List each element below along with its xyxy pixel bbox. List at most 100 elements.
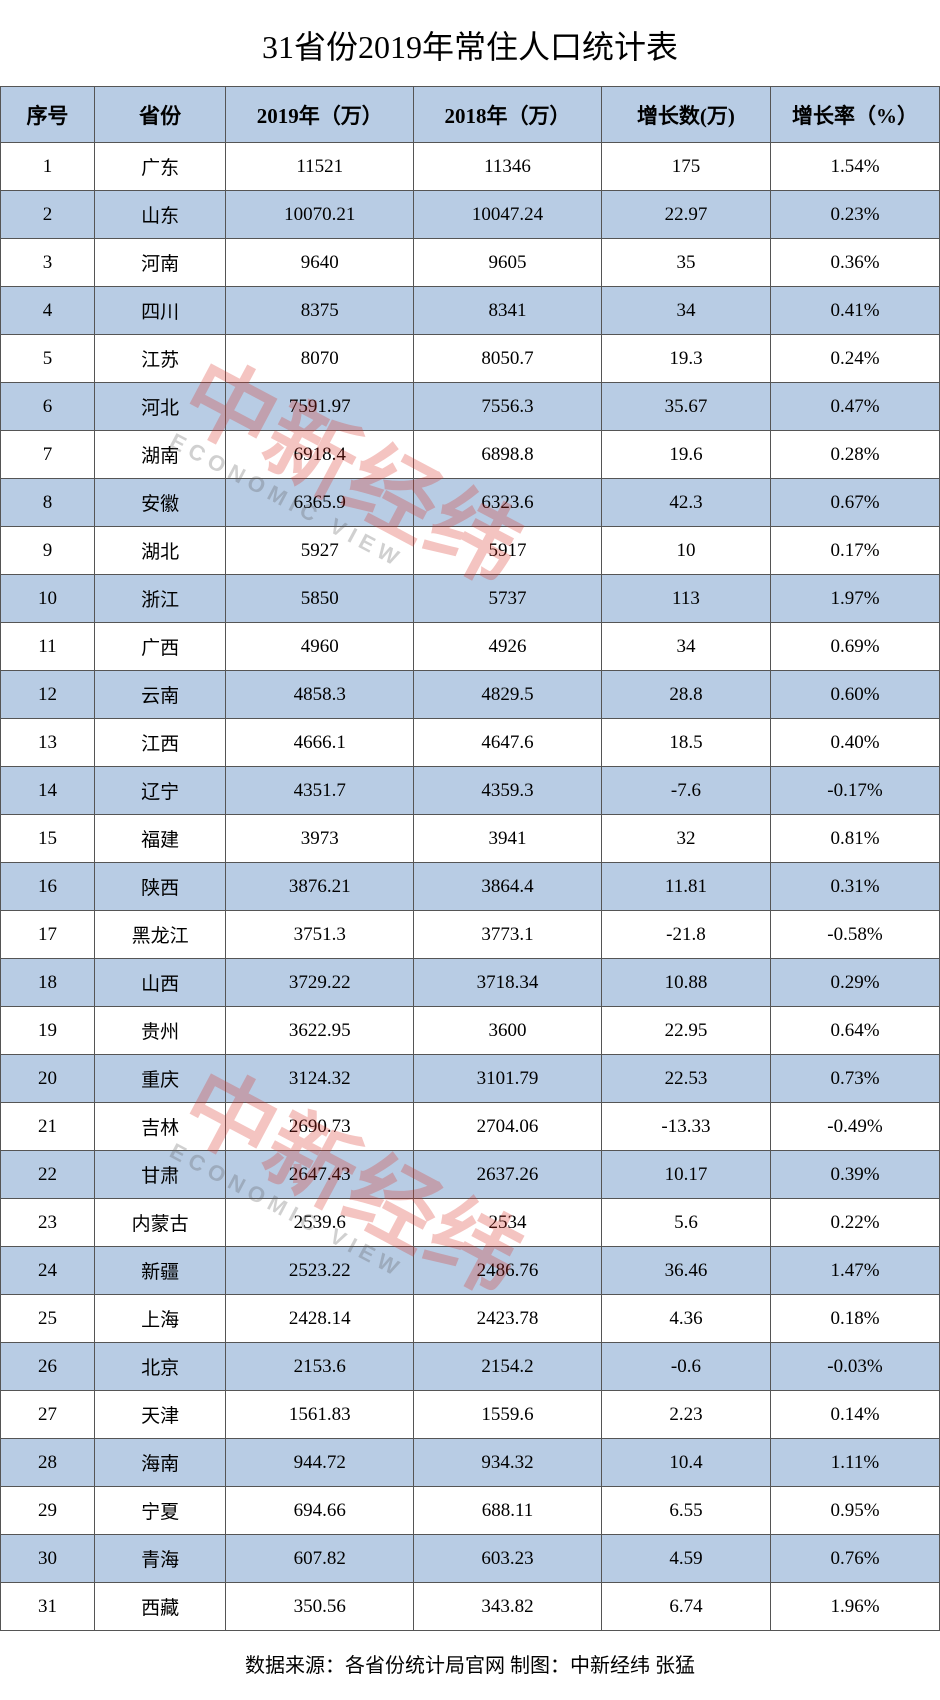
- table-row: 10浙江585057371131.97%: [1, 575, 940, 623]
- cell-y2018: 3718.34: [414, 959, 602, 1007]
- cell-rate: 1.96%: [770, 1583, 939, 1631]
- cell-num: 16: [1, 863, 95, 911]
- table-row: 13江西4666.14647.618.50.40%: [1, 719, 940, 767]
- cell-rate: 0.29%: [770, 959, 939, 1007]
- cell-province: 江苏: [94, 335, 225, 383]
- cell-num: 28: [1, 1439, 95, 1487]
- cell-y2019: 3751.3: [226, 911, 414, 959]
- cell-y2018: 3864.4: [414, 863, 602, 911]
- table-row: 1广东11521113461751.54%: [1, 143, 940, 191]
- cell-y2018: 934.32: [414, 1439, 602, 1487]
- cell-num: 5: [1, 335, 95, 383]
- table-row: 8安徽6365.96323.642.30.67%: [1, 479, 940, 527]
- col-header-num: 序号: [1, 87, 95, 143]
- cell-growth: 6.55: [601, 1487, 770, 1535]
- cell-y2019: 694.66: [226, 1487, 414, 1535]
- table-row: 12云南4858.34829.528.80.60%: [1, 671, 940, 719]
- table-body: 1广东11521113461751.54%2山东10070.2110047.24…: [1, 143, 940, 1631]
- cell-growth: 32: [601, 815, 770, 863]
- cell-growth: 36.46: [601, 1247, 770, 1295]
- cell-growth: 22.97: [601, 191, 770, 239]
- cell-rate: 0.67%: [770, 479, 939, 527]
- cell-num: 17: [1, 911, 95, 959]
- cell-num: 8: [1, 479, 95, 527]
- cell-rate: 1.47%: [770, 1247, 939, 1295]
- cell-rate: 0.28%: [770, 431, 939, 479]
- table-row: 6河北7591.977556.335.670.47%: [1, 383, 940, 431]
- table-row: 16陕西3876.213864.411.810.31%: [1, 863, 940, 911]
- cell-y2018: 1559.6: [414, 1391, 602, 1439]
- cell-num: 31: [1, 1583, 95, 1631]
- table-row: 27天津1561.831559.62.230.14%: [1, 1391, 940, 1439]
- table-row: 4四川83758341340.41%: [1, 287, 940, 335]
- table-row: 3河南96409605350.36%: [1, 239, 940, 287]
- cell-province: 福建: [94, 815, 225, 863]
- cell-num: 6: [1, 383, 95, 431]
- cell-y2018: 603.23: [414, 1535, 602, 1583]
- cell-y2018: 5917: [414, 527, 602, 575]
- cell-y2019: 8070: [226, 335, 414, 383]
- cell-num: 7: [1, 431, 95, 479]
- cell-y2019: 607.82: [226, 1535, 414, 1583]
- cell-rate: 0.31%: [770, 863, 939, 911]
- cell-y2019: 350.56: [226, 1583, 414, 1631]
- table-row: 22甘肃2647.432637.2610.170.39%: [1, 1151, 940, 1199]
- cell-y2019: 5850: [226, 575, 414, 623]
- cell-growth: 19.3: [601, 335, 770, 383]
- cell-province: 广东: [94, 143, 225, 191]
- cell-y2018: 2154.2: [414, 1343, 602, 1391]
- cell-growth: 34: [601, 287, 770, 335]
- cell-y2019: 1561.83: [226, 1391, 414, 1439]
- cell-province: 黑龙江: [94, 911, 225, 959]
- cell-province: 宁夏: [94, 1487, 225, 1535]
- cell-y2018: 2423.78: [414, 1295, 602, 1343]
- cell-y2019: 944.72: [226, 1439, 414, 1487]
- cell-y2018: 2486.76: [414, 1247, 602, 1295]
- cell-y2019: 6918.4: [226, 431, 414, 479]
- cell-y2018: 8341: [414, 287, 602, 335]
- cell-rate: -0.58%: [770, 911, 939, 959]
- cell-y2019: 9640: [226, 239, 414, 287]
- cell-growth: 35: [601, 239, 770, 287]
- cell-growth: 6.74: [601, 1583, 770, 1631]
- cell-y2018: 5737: [414, 575, 602, 623]
- cell-y2019: 2523.22: [226, 1247, 414, 1295]
- cell-rate: 1.54%: [770, 143, 939, 191]
- cell-num: 11: [1, 623, 95, 671]
- table-row: 31西藏350.56343.826.741.96%: [1, 1583, 940, 1631]
- cell-growth: 35.67: [601, 383, 770, 431]
- table-header-row: 序号 省份 2019年（万） 2018年（万） 增长数(万) 增长率（%）: [1, 87, 940, 143]
- cell-y2019: 3973: [226, 815, 414, 863]
- cell-rate: 0.69%: [770, 623, 939, 671]
- cell-y2018: 8050.7: [414, 335, 602, 383]
- cell-y2018: 4359.3: [414, 767, 602, 815]
- cell-province: 湖南: [94, 431, 225, 479]
- cell-y2019: 10070.21: [226, 191, 414, 239]
- cell-y2018: 11346: [414, 143, 602, 191]
- cell-num: 21: [1, 1103, 95, 1151]
- cell-province: 浙江: [94, 575, 225, 623]
- cell-y2018: 4829.5: [414, 671, 602, 719]
- cell-rate: 0.17%: [770, 527, 939, 575]
- cell-y2019: 4351.7: [226, 767, 414, 815]
- cell-growth: 10: [601, 527, 770, 575]
- cell-y2019: 7591.97: [226, 383, 414, 431]
- cell-num: 19: [1, 1007, 95, 1055]
- cell-y2019: 3876.21: [226, 863, 414, 911]
- cell-rate: 0.18%: [770, 1295, 939, 1343]
- cell-growth: -7.6: [601, 767, 770, 815]
- cell-y2018: 9605: [414, 239, 602, 287]
- cell-y2018: 343.82: [414, 1583, 602, 1631]
- cell-y2019: 8375: [226, 287, 414, 335]
- cell-province: 山西: [94, 959, 225, 1007]
- col-header-2018: 2018年（万）: [414, 87, 602, 143]
- cell-province: 新疆: [94, 1247, 225, 1295]
- cell-y2018: 7556.3: [414, 383, 602, 431]
- col-header-2019: 2019年（万）: [226, 87, 414, 143]
- cell-growth: 175: [601, 143, 770, 191]
- cell-growth: 10.17: [601, 1151, 770, 1199]
- cell-rate: 0.36%: [770, 239, 939, 287]
- cell-province: 陕西: [94, 863, 225, 911]
- table-row: 29宁夏694.66688.116.550.95%: [1, 1487, 940, 1535]
- cell-province: 四川: [94, 287, 225, 335]
